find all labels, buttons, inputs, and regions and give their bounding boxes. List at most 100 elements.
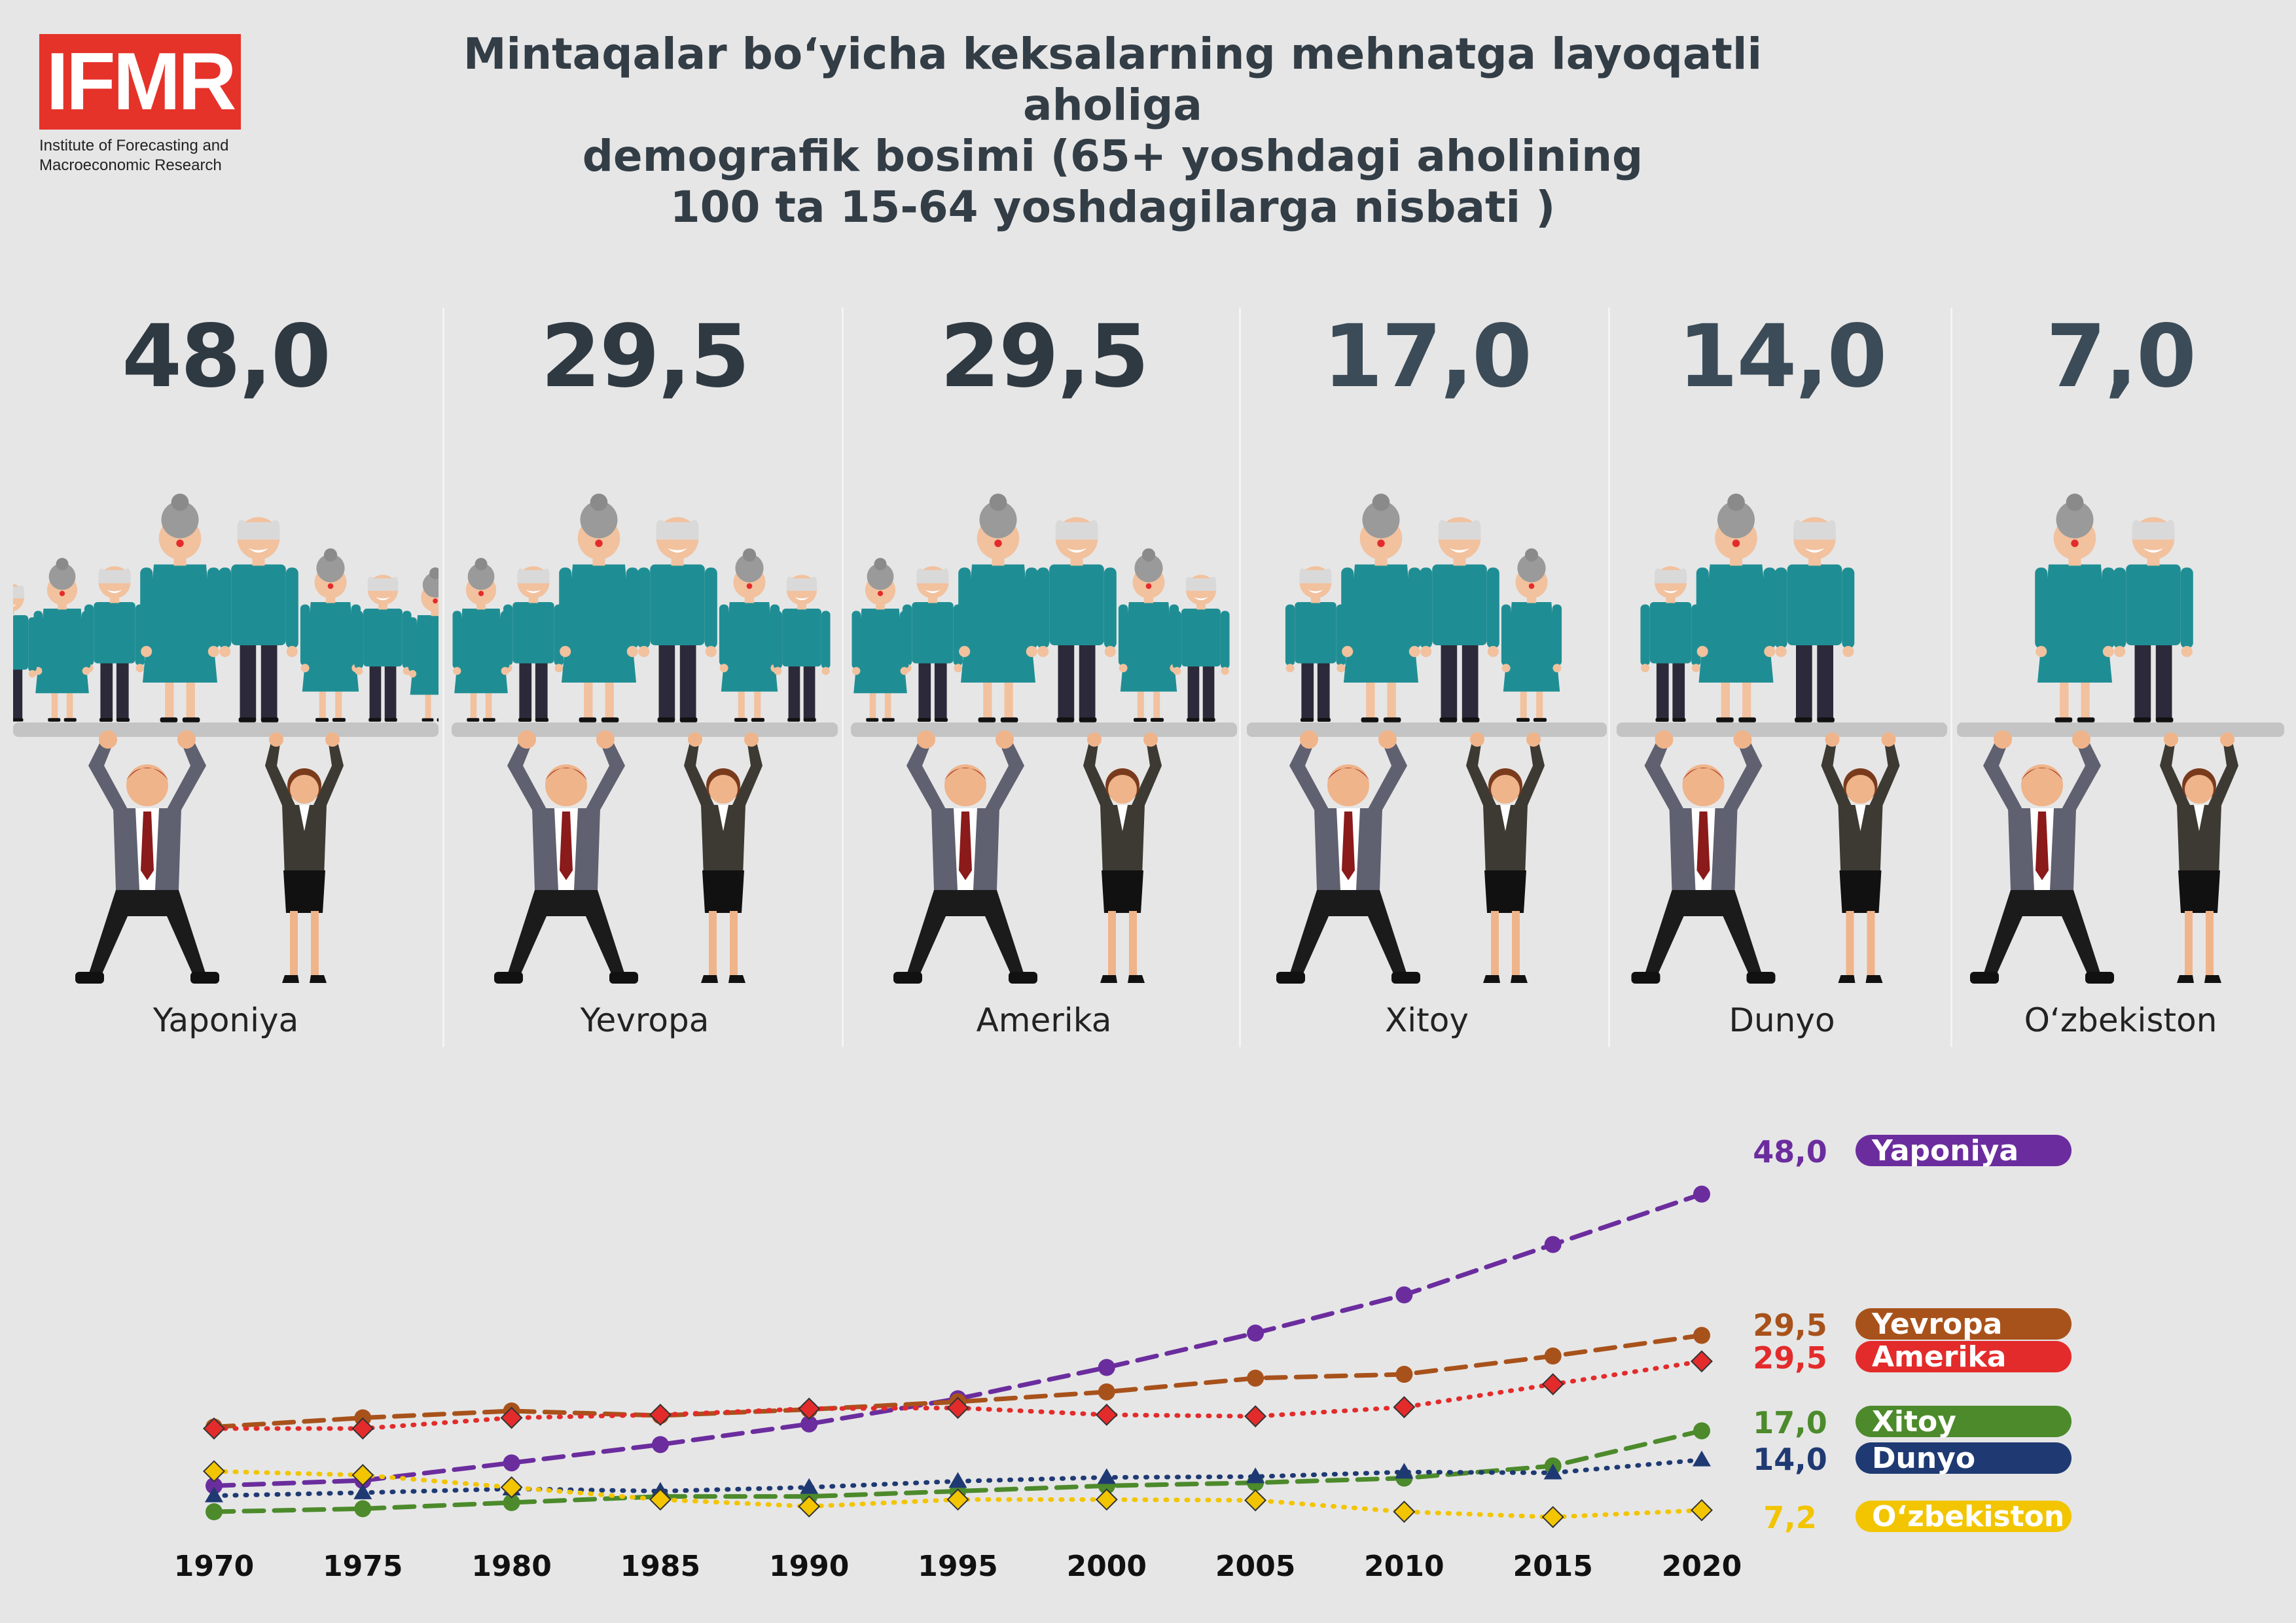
data-point	[800, 1415, 818, 1433]
data-point	[1693, 1450, 1711, 1467]
elderly-man-icon	[219, 517, 298, 722]
data-point	[1693, 1185, 1710, 1203]
elderly-man-icon	[503, 566, 564, 722]
legend-label: Dunyo	[1872, 1442, 1975, 1475]
series-line	[211, 1192, 1704, 1488]
elderly-woman-icon	[1696, 493, 1776, 722]
panel-yevropa: 29,5 Yevropa	[452, 308, 838, 1060]
legend-label: Amerika	[1872, 1340, 2006, 1374]
panel-name: Xitoy	[1385, 1001, 1469, 1039]
legend-label: Xitoy	[1872, 1405, 1956, 1438]
elderly-woman-icon	[140, 493, 220, 722]
working-woman-icon	[1466, 732, 1545, 983]
logo-subtitle: Institute of Forecasting and Macroeconom…	[39, 136, 275, 175]
data-point	[649, 1488, 672, 1511]
data-point	[1691, 1350, 1713, 1373]
data-point	[1541, 1373, 1564, 1396]
data-point	[948, 1472, 967, 1488]
panel-amerika: 29,5 Amerika	[851, 308, 1237, 1060]
panel-divider	[442, 308, 444, 1047]
elderly-woman-icon	[958, 493, 1038, 722]
x-tick-label: 2010	[1364, 1550, 1444, 1583]
legend-badge	[1856, 1135, 2072, 1166]
data-point	[1393, 1501, 1416, 1523]
elderly-man-icon	[354, 575, 412, 722]
data-point	[351, 1417, 374, 1440]
data-point	[1543, 1463, 1562, 1480]
data-point	[800, 1478, 819, 1494]
data-point	[651, 1436, 669, 1454]
x-tick-label: 1975	[323, 1550, 403, 1583]
x-tick-label: 1970	[174, 1550, 254, 1583]
data-point	[203, 1460, 225, 1483]
elderly-man-icon	[1172, 575, 1230, 722]
panel-value: 29,5	[940, 306, 1149, 407]
x-tick-label: 1985	[620, 1550, 700, 1583]
x-tick-label: 2020	[1662, 1550, 1742, 1583]
working-woman-icon	[2160, 732, 2238, 983]
elderly-man-icon	[1037, 517, 1117, 722]
data-point	[1395, 1366, 1413, 1383]
page-title: Mintaqalar bo‘yicha keksalarning mehnatg…	[367, 29, 1859, 233]
working-man-icon	[494, 730, 638, 984]
elderly-woman-icon	[719, 548, 780, 722]
data-point	[1244, 1405, 1267, 1428]
end-value-label: 29,5	[1753, 1340, 1827, 1376]
legend-label: Yaponiya	[1871, 1134, 2018, 1168]
data-point	[351, 1464, 374, 1486]
elderly-man-icon	[1420, 517, 1499, 722]
elderly-woman-icon	[852, 558, 909, 722]
elderly-man-icon	[773, 575, 831, 722]
title-line1: Mintaqalar bo‘yicha keksalarning mehnatg…	[463, 29, 1763, 130]
data-point	[798, 1495, 821, 1518]
elderly-woman-icon	[300, 548, 361, 722]
title-line2: demografik bosimi (65+ yoshdagi aholinin…	[582, 131, 1643, 181]
data-point	[1395, 1463, 1414, 1479]
panel-name: Amerika	[976, 1001, 1112, 1039]
data-point	[1395, 1286, 1413, 1304]
elderly-woman-icon	[408, 567, 439, 722]
panel-value: 29,5	[541, 306, 750, 407]
data-point	[1095, 1403, 1118, 1426]
elderly-man-icon	[1285, 566, 1346, 722]
legend-badge	[1856, 1341, 2072, 1372]
series-line	[211, 1333, 1704, 1429]
elderly-man-icon	[2113, 517, 2193, 722]
working-man-icon	[1631, 730, 1776, 984]
elderly-woman-icon	[33, 558, 91, 722]
panel-name: O‘zbekiston	[2024, 1001, 2217, 1039]
x-tick-label: 2000	[1067, 1550, 1147, 1583]
data-point	[1544, 1347, 1562, 1364]
panel-value: 48,0	[122, 306, 331, 407]
end-value-label: 7,2	[1763, 1500, 1817, 1535]
panel-value: 14,0	[1677, 306, 1888, 407]
data-point	[500, 1406, 523, 1429]
elderly-man-icon	[13, 583, 37, 722]
end-value-label: 29,5	[1753, 1308, 1827, 1343]
working-woman-icon	[684, 732, 762, 983]
elderly-man-icon	[902, 566, 963, 722]
platform-icon	[851, 722, 1237, 737]
panel-name: Yaponiya	[152, 1001, 299, 1039]
data-point	[206, 1503, 223, 1520]
x-tick-label: 1995	[918, 1550, 997, 1583]
data-point	[1393, 1396, 1416, 1419]
data-point	[1098, 1383, 1115, 1400]
x-tick-label: 1990	[769, 1550, 849, 1583]
working-woman-icon	[1821, 732, 1900, 983]
data-point	[946, 1397, 969, 1419]
data-point	[1095, 1488, 1118, 1511]
platform-icon	[452, 722, 838, 737]
data-point	[1247, 1369, 1265, 1387]
panel-divider	[1608, 308, 1610, 1047]
data-point	[353, 1483, 372, 1499]
legend-label: O‘zbekiston	[1872, 1500, 2064, 1533]
working-man-icon	[1970, 730, 2114, 984]
panel-divider	[842, 308, 844, 1047]
working-man-icon	[75, 730, 219, 984]
illustration	[1957, 493, 2284, 984]
elderly-woman-icon	[2035, 493, 2115, 722]
data-point	[354, 1500, 372, 1518]
legend-badge	[1856, 1501, 2072, 1532]
panel-ozbekiston: 7,0 O‘zbekiston	[1957, 308, 2284, 1060]
